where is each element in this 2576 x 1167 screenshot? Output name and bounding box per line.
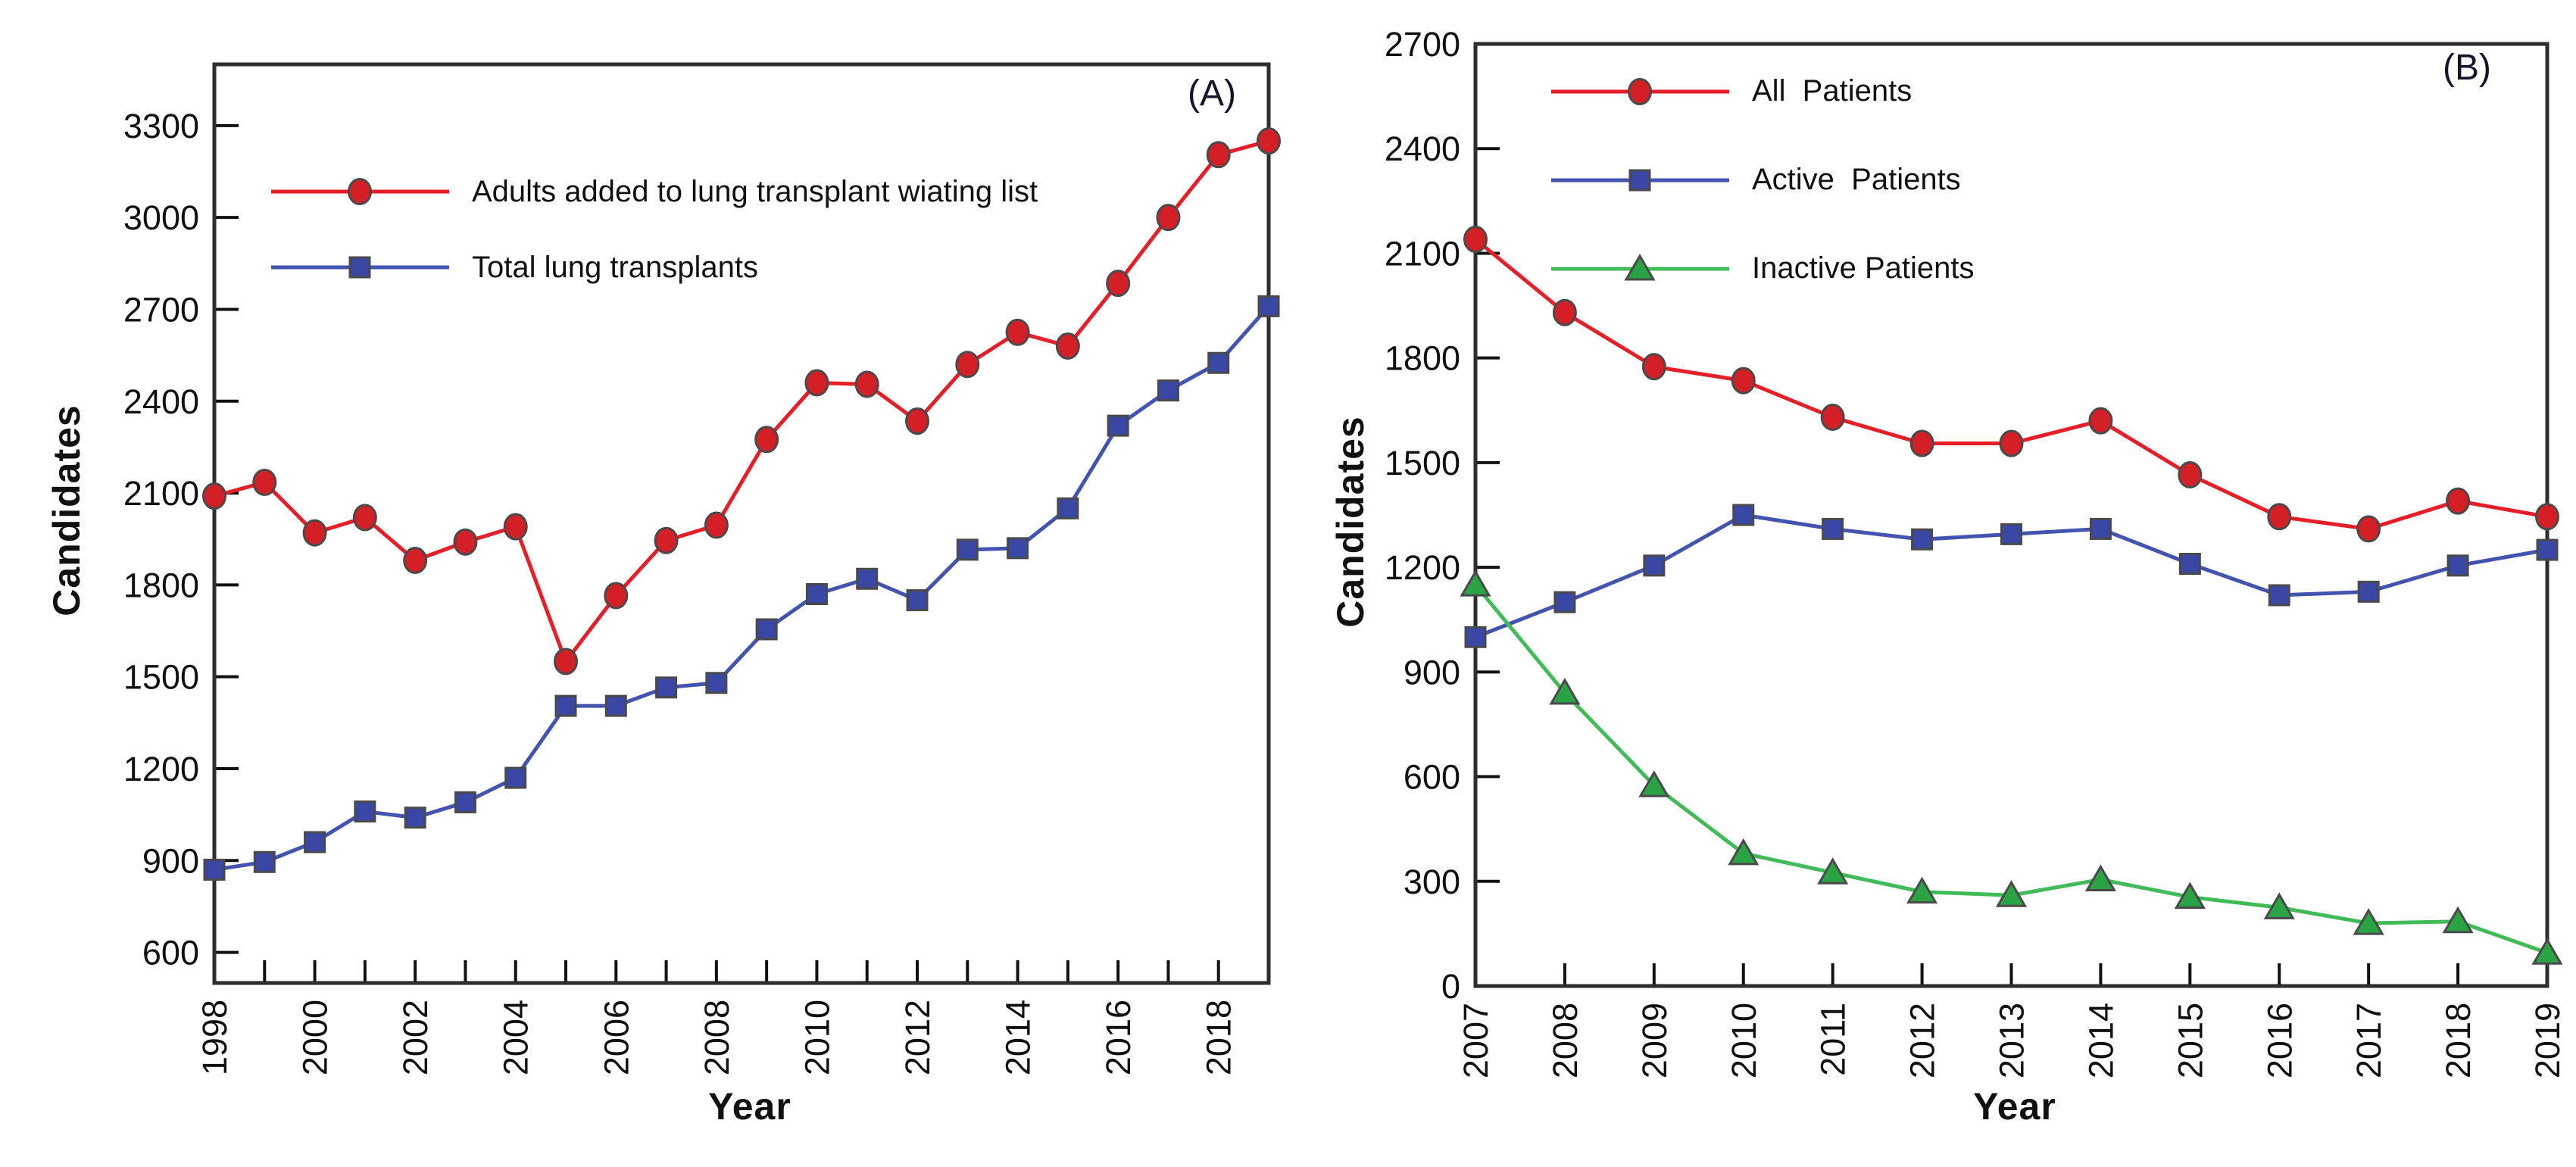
- svg-text:2400: 2400: [123, 382, 199, 421]
- svg-text:2007: 2007: [1457, 1003, 1495, 1078]
- svg-text:2012: 2012: [1903, 1003, 1942, 1078]
- chart-b-plot: 0 300 600 900 1200 1500 1800 2100 2400 2700 2007 20…: [1385, 25, 2567, 1078]
- svg-text:2016: 2016: [1099, 1000, 1138, 1075]
- svg-text:2002: 2002: [396, 1000, 435, 1075]
- svg-text:2008: 2008: [1546, 1003, 1585, 1078]
- svg-text:900: 900: [1404, 653, 1460, 691]
- svg-text:1200: 1200: [1385, 548, 1460, 587]
- svg-text:2013: 2013: [1993, 1003, 2031, 1078]
- svg-text:2100: 2100: [123, 474, 199, 513]
- svg-text:2700: 2700: [123, 290, 199, 329]
- svg-text:1200: 1200: [123, 750, 199, 788]
- chart-a-y-axis-title: Candidates: [45, 404, 88, 616]
- svg-text:2008: 2008: [698, 1000, 736, 1075]
- svg-text:2100: 2100: [1385, 234, 1460, 273]
- legend-label: Active Patients: [1752, 163, 1961, 196]
- green-triangle-line-sample-icon: [1551, 252, 1729, 286]
- svg-text:300: 300: [1404, 863, 1460, 901]
- legend-item-adults-added: Adults added to lung transplant wiating …: [271, 154, 1038, 229]
- svg-text:2018: 2018: [2439, 1003, 2478, 1078]
- legend-label: Adults added to lung transplant wiating …: [472, 174, 1038, 208]
- svg-text:2400: 2400: [1385, 129, 1460, 168]
- svg-text:2015: 2015: [2171, 1003, 2209, 1078]
- svg-text:2000: 2000: [296, 1000, 335, 1075]
- svg-text:1500: 1500: [1385, 444, 1460, 482]
- svg-text:2009: 2009: [1635, 1003, 1674, 1078]
- chart-b-y-axis-title: Candidates: [1329, 416, 1372, 628]
- svg-text:3000: 3000: [123, 198, 199, 237]
- svg-text:2010: 2010: [1725, 1003, 1763, 1078]
- svg-text:2700: 2700: [1385, 25, 1460, 64]
- svg-text:1998: 1998: [195, 1000, 234, 1075]
- svg-text:2017: 2017: [2350, 1003, 2388, 1078]
- svg-text:2018: 2018: [1200, 1000, 1238, 1075]
- svg-text:0: 0: [1441, 967, 1460, 1006]
- svg-text:1500: 1500: [123, 658, 199, 697]
- svg-text:1800: 1800: [123, 566, 199, 604]
- svg-text:2006: 2006: [597, 1000, 635, 1075]
- svg-text:2012: 2012: [898, 1000, 937, 1075]
- svg-text:2016: 2016: [2260, 1003, 2299, 1078]
- legend-item-active-patients: Active Patients: [1551, 136, 1975, 224]
- svg-text:2010: 2010: [798, 1000, 836, 1075]
- svg-text:2014: 2014: [2081, 1003, 2120, 1078]
- legend-item-total-transplants: Total lung transplants: [271, 229, 1038, 305]
- blue-square-line-sample-icon: [1551, 164, 1729, 197]
- svg-text:2014: 2014: [999, 1000, 1038, 1075]
- chart-b-legend: All Patients Active Patients Inactive Pa…: [1551, 47, 1975, 313]
- legend-item-inactive-patients: Inactive Patients: [1551, 224, 1975, 313]
- red-circle-line-sample-icon: [1551, 75, 1729, 108]
- legend-item-all-patients: All Patients: [1551, 47, 1975, 136]
- svg-text:600: 600: [142, 934, 199, 972]
- legend-label: All Patients: [1752, 74, 1912, 108]
- chart-b-x-axis-title: Year: [1973, 1085, 2056, 1128]
- chart-a-legend: Adults added to lung transplant wiating …: [271, 154, 1038, 305]
- svg-text:2011: 2011: [1814, 1003, 1853, 1076]
- chart-a-panel-label: (A): [1188, 73, 1236, 114]
- legend-label: Total lung transplants: [472, 250, 759, 284]
- svg-text:2004: 2004: [497, 1000, 535, 1075]
- chart-a-plot: 600 900 1200 1500 1800 2100 2400 2700 3000 3300 19…: [123, 62, 1281, 1075]
- legend-label: Inactive Patients: [1752, 251, 1975, 285]
- blue-square-line-sample-icon: [271, 251, 449, 284]
- svg-text:2019: 2019: [2528, 1003, 2567, 1078]
- svg-text:3300: 3300: [123, 107, 199, 145]
- svg-text:1800: 1800: [1385, 339, 1460, 378]
- chart-a-x-axis-title: Year: [708, 1085, 792, 1128]
- red-circle-line-sample-icon: [271, 175, 449, 208]
- chart-b-panel-label: (B): [2443, 48, 2491, 88]
- svg-text:900: 900: [142, 841, 199, 880]
- svg-text:600: 600: [1404, 758, 1460, 797]
